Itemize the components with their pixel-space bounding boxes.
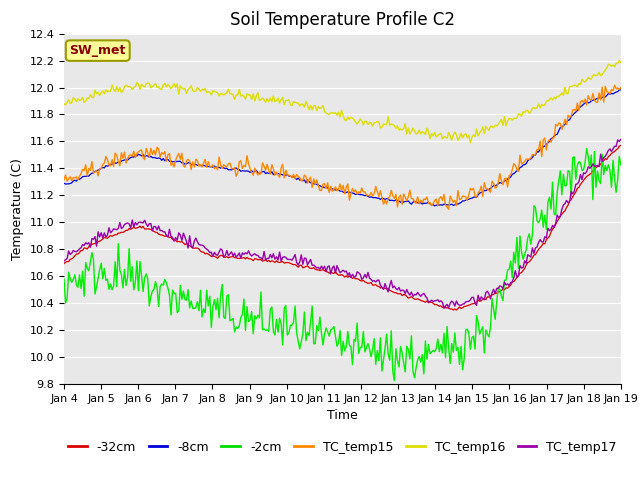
Text: SW_met: SW_met — [70, 44, 126, 57]
X-axis label: Time: Time — [327, 409, 358, 422]
Title: Soil Temperature Profile C2: Soil Temperature Profile C2 — [230, 11, 455, 29]
Legend: -32cm, -8cm, -2cm, TC_temp15, TC_temp16, TC_temp17: -32cm, -8cm, -2cm, TC_temp15, TC_temp16,… — [63, 436, 622, 459]
Y-axis label: Temperature (C): Temperature (C) — [11, 158, 24, 260]
